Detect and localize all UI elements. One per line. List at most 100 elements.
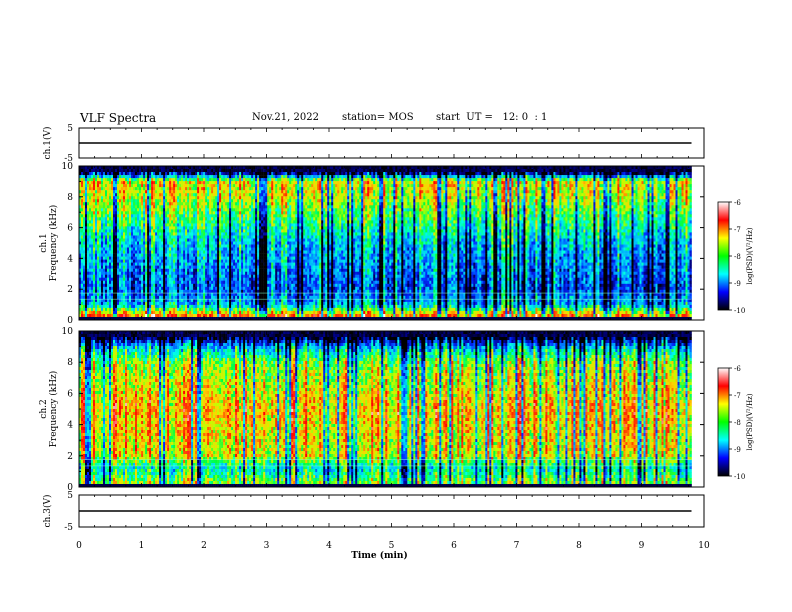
ch1-spec-cell bbox=[167, 187, 169, 190]
ch1-spec-cell bbox=[213, 220, 215, 223]
ch1-spec-cell bbox=[187, 251, 189, 254]
ch1-spec-cell bbox=[167, 193, 169, 196]
ch1-spec-cell bbox=[257, 290, 259, 293]
ch1-spec-cell bbox=[149, 175, 151, 178]
ch1-spec-cell bbox=[143, 296, 145, 299]
ch1-spec-cell bbox=[201, 245, 203, 248]
ch1-spec-cell bbox=[167, 229, 169, 232]
ch1-spec-cell bbox=[237, 296, 239, 299]
ch1-spec-cell bbox=[155, 220, 157, 223]
ch1-spec-cell bbox=[227, 205, 229, 208]
ch1-spec-cell bbox=[135, 187, 137, 190]
ch1-spec-cell bbox=[185, 187, 187, 190]
ch1-spec-cell bbox=[259, 205, 261, 208]
ch1-spec-cell bbox=[209, 284, 211, 287]
ch1-spec-cell bbox=[189, 181, 191, 184]
ch1-spec-cell bbox=[111, 314, 113, 317]
ch1-spec-cell bbox=[241, 254, 243, 257]
ch1-spec-cell bbox=[167, 169, 169, 172]
ch1-spec-cell bbox=[97, 311, 99, 314]
ch1-spec-cell bbox=[133, 245, 135, 248]
ch1-spec-cell bbox=[137, 272, 139, 275]
ch1-spec-cell bbox=[209, 229, 211, 232]
ch1-spec-cell bbox=[173, 296, 175, 299]
ch1-spec-cell bbox=[119, 248, 121, 251]
ch1-spec-cell bbox=[209, 175, 211, 178]
ch1-spec-cell bbox=[227, 314, 229, 317]
ch1-spec-cell bbox=[235, 205, 237, 208]
ch1-spec-cell bbox=[189, 199, 191, 202]
ch1-spec-cell bbox=[175, 248, 177, 251]
ch1-spec-cell bbox=[205, 302, 207, 305]
ch1-spec-cell bbox=[199, 311, 201, 314]
ch1-spec-cell bbox=[239, 211, 241, 214]
ch1-spec-cell bbox=[185, 184, 187, 187]
ch1-spec-cell bbox=[217, 257, 219, 260]
ch1-spec-cell bbox=[155, 232, 157, 235]
ch1-spec-cell bbox=[131, 208, 133, 211]
ch1-spec-cell bbox=[81, 266, 83, 269]
ch1-spec-cell bbox=[179, 278, 181, 281]
ch1-spec-cell bbox=[181, 175, 183, 178]
ch1-spec-cell bbox=[205, 190, 207, 193]
ch1-spec-cell bbox=[167, 178, 169, 181]
ch1-spec-cell bbox=[151, 260, 153, 263]
ch1-spec-cell bbox=[229, 287, 231, 290]
ch1-spec-cell bbox=[229, 223, 231, 226]
ch1-spec-cell bbox=[211, 236, 213, 239]
ch1-spec-cell bbox=[199, 296, 201, 299]
ch1-spec-cell bbox=[85, 202, 87, 205]
ch1-spec-cell bbox=[187, 305, 189, 308]
ch1-spec-cell bbox=[121, 305, 123, 308]
ch1-spec-cell bbox=[153, 199, 155, 202]
ch1-spec-cell bbox=[135, 236, 137, 239]
ch1-spec-cell bbox=[257, 248, 259, 251]
ch1-spec-cell bbox=[253, 239, 255, 242]
ch1-spec-cell bbox=[269, 269, 271, 272]
ch1-spec-cell bbox=[197, 184, 199, 187]
ch1-spec-cell bbox=[97, 208, 99, 211]
ch1-spec-cell bbox=[83, 308, 85, 311]
ch1-spec-cell bbox=[219, 257, 221, 260]
ch1-spec-cell bbox=[127, 214, 129, 217]
ch1-spec-cell bbox=[111, 266, 113, 269]
ch1-spec-cell bbox=[199, 239, 201, 242]
ch1-spec-cell bbox=[123, 220, 125, 223]
ch1-spec-cell bbox=[237, 187, 239, 190]
ch1-spec-cell bbox=[209, 305, 211, 308]
ch1-spec-cell bbox=[155, 302, 157, 305]
ch1-spec-cell bbox=[97, 181, 99, 184]
ch1-spec-cell bbox=[173, 178, 175, 181]
ch1-spec-cell bbox=[183, 199, 185, 202]
ch1-spec-cell bbox=[203, 308, 205, 311]
ch1-spec-cell bbox=[261, 211, 263, 214]
ch1-spec-cell bbox=[189, 296, 191, 299]
ch1-spec-cell bbox=[95, 187, 97, 190]
ch1-spec-cell bbox=[181, 251, 183, 254]
ch1-spec-cell bbox=[171, 202, 173, 205]
ch1-spec-cell bbox=[161, 208, 163, 211]
ch1-spec-cell bbox=[81, 245, 83, 248]
ch1-spec-cell bbox=[149, 196, 151, 199]
ch1-spec-cell bbox=[255, 260, 257, 263]
ch1-spec-cell bbox=[99, 181, 101, 184]
ch1-spec-cell bbox=[145, 296, 147, 299]
ch1-spec-cell bbox=[181, 314, 183, 317]
ch1-spec-cell bbox=[125, 296, 127, 299]
ch1-spec-cell bbox=[169, 308, 171, 311]
ch1-spec-cell bbox=[191, 281, 193, 284]
ch1-spec-cell bbox=[169, 172, 171, 175]
ch1-spec-cell bbox=[205, 278, 207, 281]
ch1-spec-cell bbox=[153, 272, 155, 275]
ch1-spec-cell bbox=[195, 193, 197, 196]
ch1-spec-cell bbox=[167, 223, 169, 226]
ch1-spec-cell bbox=[261, 193, 263, 196]
ch1-spec-cell bbox=[127, 236, 129, 239]
ch1-spec-cell bbox=[153, 257, 155, 260]
ch1-spec-cell bbox=[83, 290, 85, 293]
ch1-spec-cell bbox=[207, 211, 209, 214]
ch1-spec-cell bbox=[121, 281, 123, 284]
ch1-spec-cell bbox=[199, 278, 201, 281]
ch1-spec-cell bbox=[235, 211, 237, 214]
ch1-spec-cell bbox=[181, 187, 183, 190]
